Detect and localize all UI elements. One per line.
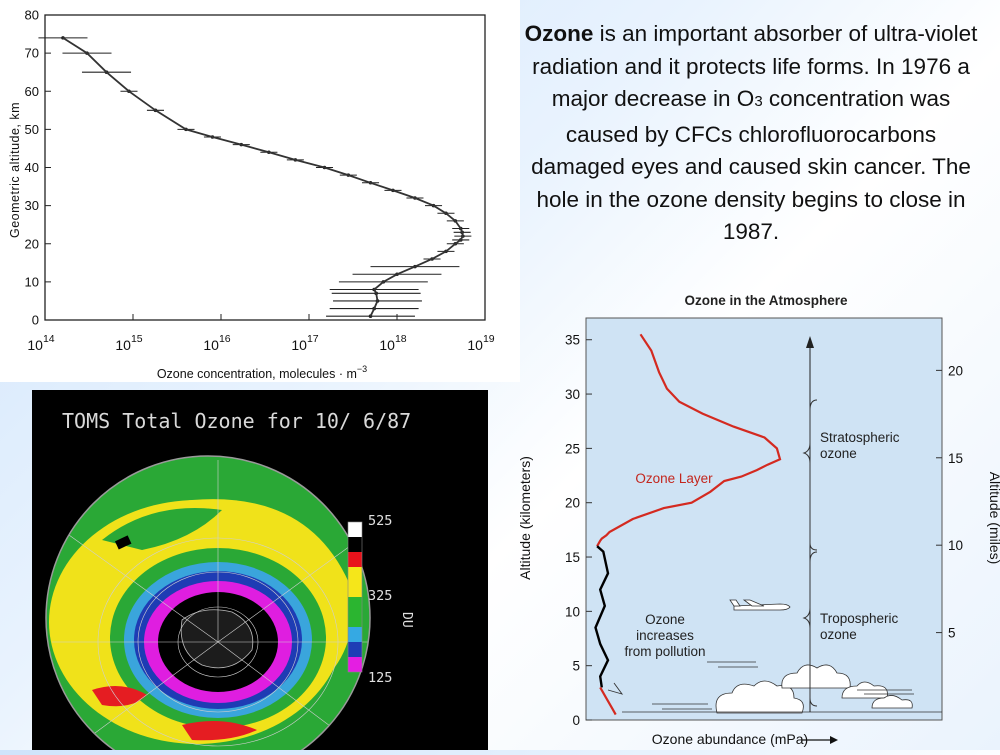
- wind-lines: [622, 661, 942, 713]
- tropospheric-label: Tropospheric: [820, 611, 899, 626]
- c1-ytick-label: 30: [25, 198, 39, 213]
- c1-ytick-label: 40: [25, 160, 39, 175]
- altitude-arrowhead: [806, 336, 814, 348]
- scale-unit: DU: [399, 612, 414, 628]
- c1-ytick-label: 20: [25, 236, 39, 251]
- scale-swatch: [348, 552, 362, 567]
- c1-xtick-label: 1018: [379, 333, 406, 353]
- ozone-atmosphere-svg: Ozone in the Atmosphere: [517, 293, 1000, 747]
- c2-xlabel-arrowhead: [830, 736, 838, 744]
- airplane-icon: [729, 599, 791, 611]
- c2-ytick-right-label: 20: [948, 363, 963, 378]
- c2-ylabel: Altitude (kilometers): [517, 456, 533, 580]
- c2-ytick-right-label: 10: [948, 538, 963, 553]
- ozone-concentration-chart: 0 10 20 30 40 50 60 70 80 1014 1015 1016 1017 1018 101…: [0, 0, 520, 382]
- c2-ytick-label: 30: [565, 387, 580, 402]
- c1-xtick-label: 1015: [115, 333, 142, 353]
- c2-ytick-label: 10: [565, 604, 580, 619]
- scale-swatch: [348, 657, 362, 672]
- toms-title: TOMS Total Ozone for 10/ 6/87: [62, 409, 411, 433]
- troposphere-brace: [802, 551, 818, 707]
- o3-subscript: 3: [754, 93, 763, 110]
- c1-ytick-label: 60: [25, 84, 39, 99]
- toms-map-svg: TOMS Total Ozone for 10/ 6/87: [45, 409, 414, 755]
- pollution-label-2: increases: [636, 628, 694, 643]
- scale-label-top: 525: [368, 513, 392, 529]
- scale-label-mid: 325: [368, 588, 392, 604]
- description-part1: is an important absorber of ultra-violet…: [532, 21, 978, 111]
- ozone-bold-word: Ozone: [524, 21, 594, 46]
- c1-xtick-label: 1017: [291, 333, 318, 353]
- scale-swatch: [348, 537, 362, 552]
- toms-color-scale: [347, 521, 363, 673]
- c1-ytick-label: 50: [25, 122, 39, 137]
- c1-xtick-label: 1014: [27, 333, 54, 353]
- c2-title: Ozone in the Atmosphere: [684, 293, 848, 308]
- c2-ytick-label: 0: [572, 713, 580, 728]
- c2-ytick-right-label: 5: [948, 626, 956, 641]
- scale-swatch: [348, 627, 362, 642]
- c2-xlabel: Ozone abundance (mPa): [652, 731, 808, 747]
- toms-ozone-map: TOMS Total Ozone for 10/ 6/87: [32, 390, 488, 755]
- c1-ytick-label: 0: [32, 313, 39, 328]
- c1-xtick-label: 1016: [203, 333, 230, 353]
- scale-swatch: [348, 522, 362, 537]
- ozone-concentration-svg: 0 10 20 30 40 50 60 70 80 1014 1015 1016 1017 1018 101…: [8, 8, 495, 382]
- ozone-profile-line: [62, 37, 464, 317]
- stratospheric-ozone-label: ozone: [820, 446, 857, 461]
- pollution-pointer: [607, 682, 624, 695]
- c1-xtick-label: 1019: [467, 333, 494, 353]
- c2-ytick-right-label: 15: [948, 451, 963, 466]
- ozone-description: Ozone is an important absorber of ultra-…: [524, 18, 978, 249]
- c2-ytick-label: 20: [565, 496, 580, 511]
- pollution-label-1: Ozone: [645, 612, 685, 627]
- c1-ytick-label: 70: [25, 46, 39, 61]
- scale-swatch: [348, 567, 362, 582]
- scale-frame: [347, 521, 363, 673]
- scale-swatch: [348, 642, 362, 657]
- c2-ylabel-right: Altitude (miles): [987, 472, 1000, 565]
- scale-swatch: [348, 582, 362, 597]
- globe: [46, 456, 370, 755]
- stratospheric-label: Stratospheric: [820, 430, 900, 445]
- ozone-layer-label: Ozone Layer: [635, 471, 713, 486]
- c1-ylabel: Geometric altitude, km: [8, 102, 22, 238]
- c1-xlabel: Ozone concentration, molecules · m−3: [157, 364, 367, 381]
- c2-ytick-label: 5: [572, 659, 580, 674]
- scale-label-bottom: 125: [368, 670, 392, 686]
- pollution-label-3: from pollution: [624, 644, 705, 659]
- c2-ytick-label: 15: [565, 550, 580, 565]
- c1-ytick-label: 80: [25, 8, 39, 23]
- scale-swatch: [348, 612, 362, 627]
- description-part2: concentration was caused by CFCs chlorof…: [531, 86, 971, 244]
- surface-ozone-line: [599, 686, 617, 716]
- c1-ytick-label: 10: [25, 274, 39, 289]
- ozone-layer-line: [596, 333, 782, 547]
- scale-swatch: [348, 597, 362, 612]
- ozone-atmosphere-chart: Ozone in the Atmosphere: [512, 288, 1000, 750]
- troposphere-ozone-line: [594, 545, 610, 688]
- c2-plot-area: [585, 317, 943, 721]
- c2-ytick-label: 35: [565, 333, 580, 348]
- c2-ytick-label: 25: [565, 441, 580, 456]
- stratosphere-brace: [802, 399, 818, 551]
- tropospheric-ozone-label: ozone: [820, 627, 857, 642]
